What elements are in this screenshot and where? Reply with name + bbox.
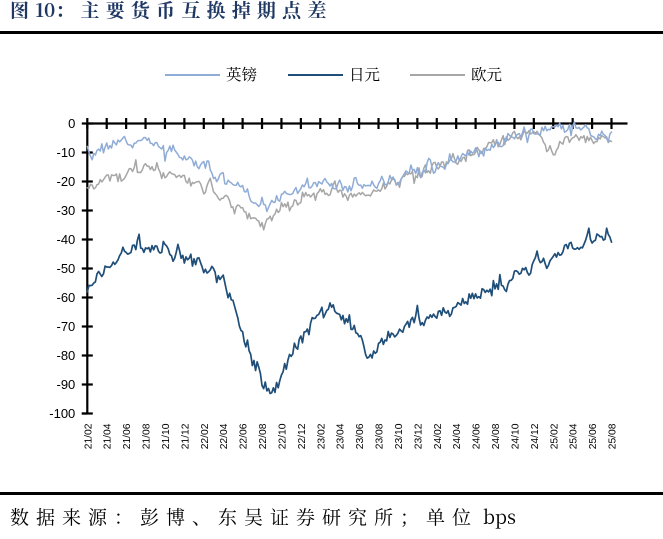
svg-text:24/08: 24/08	[491, 423, 502, 449]
svg-text:24/06: 24/06	[472, 423, 483, 449]
svg-text:-100: -100	[49, 406, 75, 421]
svg-text:-30: -30	[57, 203, 76, 218]
svg-text:21/08: 21/08	[142, 423, 153, 449]
svg-text:23/02: 23/02	[316, 423, 327, 449]
svg-text:25/06: 25/06	[588, 423, 599, 449]
svg-text:21/04: 21/04	[103, 423, 114, 449]
svg-text:23/10: 23/10	[394, 423, 405, 449]
svg-text:21/02: 21/02	[83, 423, 94, 449]
svg-text:23/06: 23/06	[355, 423, 366, 449]
svg-text:25/02: 25/02	[549, 423, 560, 449]
svg-text:24/10: 24/10	[510, 423, 521, 449]
svg-text:21/12: 21/12	[180, 423, 191, 449]
svg-text:21/10: 21/10	[161, 423, 172, 449]
svg-text:23/04: 23/04	[336, 423, 347, 449]
svg-text:24/12: 24/12	[530, 423, 541, 449]
svg-text:22/02: 22/02	[200, 423, 211, 449]
svg-text:-40: -40	[57, 232, 76, 247]
svg-text:-90: -90	[57, 377, 76, 392]
svg-text:22/12: 22/12	[297, 423, 308, 449]
svg-text:-60: -60	[57, 290, 76, 305]
svg-text:0: 0	[68, 116, 75, 131]
svg-text:22/08: 22/08	[258, 423, 269, 449]
svg-text:22/06: 22/06	[239, 423, 250, 449]
svg-text:23/12: 23/12	[413, 423, 424, 449]
svg-text:-50: -50	[57, 261, 76, 276]
svg-text:24/02: 24/02	[433, 423, 444, 449]
svg-text:25/08: 25/08	[608, 423, 619, 449]
svg-text:24/04: 24/04	[452, 423, 463, 449]
svg-text:22/10: 22/10	[277, 423, 288, 449]
svg-text:-70: -70	[57, 319, 76, 334]
svg-text:25/04: 25/04	[569, 423, 580, 449]
svg-text:21/06: 21/06	[122, 423, 133, 449]
svg-text:22/04: 22/04	[219, 423, 230, 449]
svg-text:23/08: 23/08	[375, 423, 386, 449]
svg-text:-10: -10	[57, 145, 76, 160]
svg-text:-80: -80	[57, 348, 76, 363]
svg-text:-20: -20	[57, 174, 76, 189]
